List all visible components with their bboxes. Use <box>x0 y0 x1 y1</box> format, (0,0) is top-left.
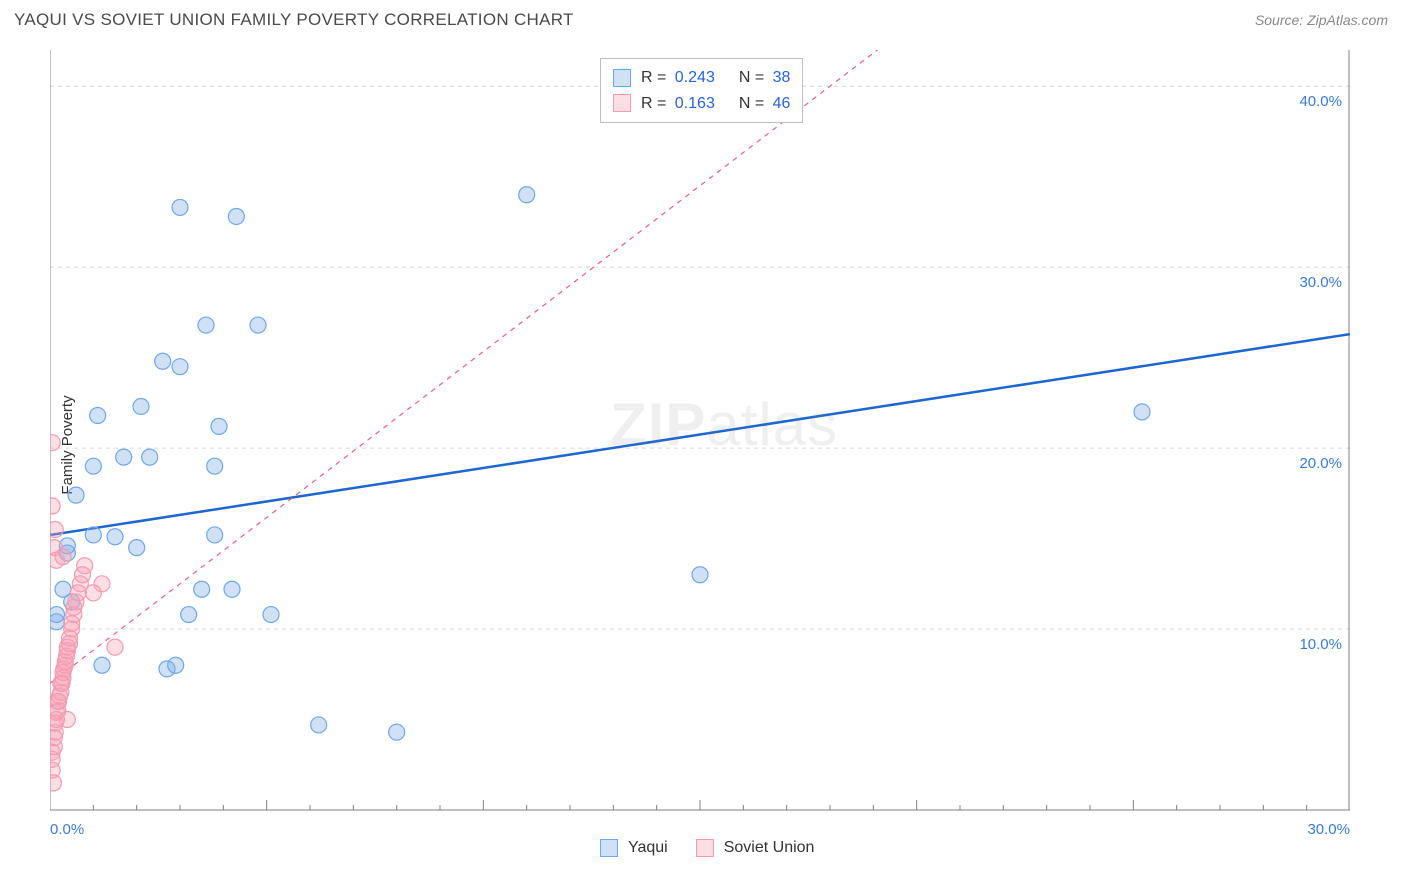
chart-area: Family Poverty 10.0%20.0%30.0%40.0%0.0%3… <box>50 50 1390 840</box>
series-legend-item: Soviet Union <box>696 835 815 861</box>
svg-text:30.0%: 30.0% <box>1307 821 1350 838</box>
legend-r-value: R = 0.243 <box>641 65 715 91</box>
legend-n-value: N = 38 <box>739 65 791 91</box>
legend-r-value: R = 0.163 <box>641 91 715 117</box>
svg-text:10.0%: 10.0% <box>1299 636 1342 653</box>
svg-text:20.0%: 20.0% <box>1299 455 1342 472</box>
svg-text:0.0%: 0.0% <box>50 821 84 838</box>
chart-title: YAQUI VS SOVIET UNION FAMILY POVERTY COR… <box>14 10 574 30</box>
series-name: Yaqui <box>628 835 668 861</box>
svg-text:30.0%: 30.0% <box>1299 274 1342 291</box>
stats-legend-row: R = 0.163 N = 46 <box>613 91 790 117</box>
series-legend: Yaqui Soviet Union <box>600 835 814 861</box>
svg-text:40.0%: 40.0% <box>1299 93 1342 110</box>
chart-source: Source: ZipAtlas.com <box>1255 12 1388 28</box>
chart-header: YAQUI VS SOVIET UNION FAMILY POVERTY COR… <box>0 0 1406 36</box>
stats-legend: R = 0.243 N = 38 R = 0.163 N = 46 <box>600 58 803 123</box>
legend-n-value: N = 46 <box>739 91 791 117</box>
stats-legend-row: R = 0.243 N = 38 <box>613 65 790 91</box>
series-name: Soviet Union <box>724 835 815 861</box>
legend-swatch <box>613 69 631 87</box>
scatter-plot: 10.0% 20.0% 30.0% 40.0% 0.0% 30.0% <box>50 50 1350 850</box>
series-legend-item: Yaqui <box>600 835 668 861</box>
legend-swatch <box>696 839 714 857</box>
legend-swatch <box>613 94 631 112</box>
legend-swatch <box>600 839 618 857</box>
